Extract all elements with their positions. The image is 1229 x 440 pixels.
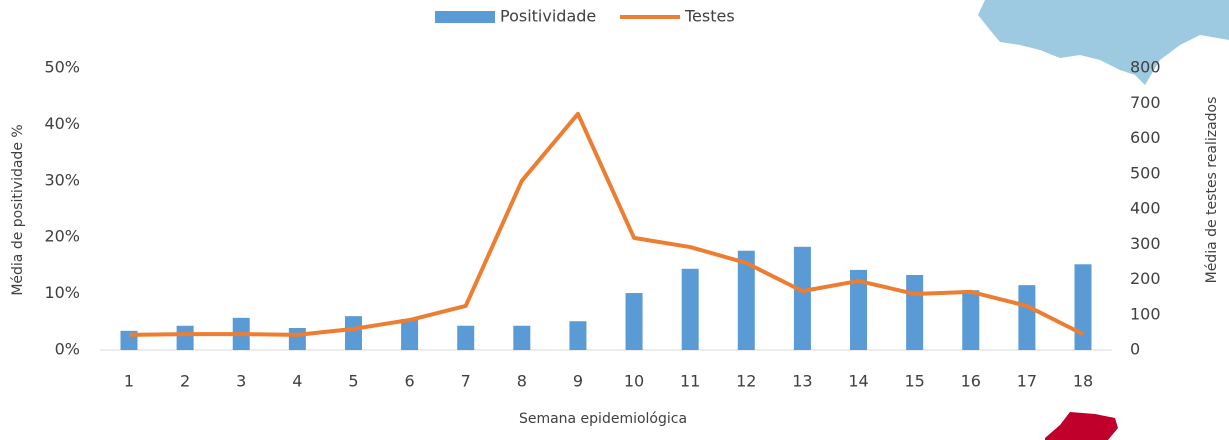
- bar: [962, 290, 980, 350]
- y-tick-label: 40%: [44, 114, 80, 133]
- x-tick-label: 11: [680, 372, 700, 391]
- x-tick-label: 2: [180, 372, 190, 391]
- x-tick-label: 14: [848, 372, 868, 391]
- bar: [906, 274, 924, 350]
- map-shape: [1045, 412, 1118, 440]
- bar: [681, 268, 699, 350]
- x-tick-label: 17: [1017, 372, 1037, 391]
- bar: [288, 328, 306, 350]
- bar: [401, 318, 419, 350]
- bar: [625, 293, 643, 350]
- bar: [793, 246, 811, 350]
- line: [128, 111, 1084, 337]
- y2-tick-label: 400: [1130, 199, 1161, 218]
- x-tick-label: 6: [404, 372, 414, 391]
- x-tick-label: 10: [624, 372, 644, 391]
- y2-tick-label: 800: [1130, 58, 1161, 77]
- y2-tick-label: 500: [1130, 163, 1161, 182]
- bar: [176, 325, 194, 350]
- y2-tick-label: 0: [1130, 340, 1140, 359]
- legend-swatch: [435, 11, 495, 23]
- y2-tick-label: 600: [1130, 128, 1161, 147]
- legend-label: Positividade: [500, 7, 596, 26]
- bar: [344, 316, 362, 350]
- x-tick-label: 9: [573, 372, 583, 391]
- y2-axis-title: Média de testes realizados: [1204, 97, 1220, 284]
- y-tick-label: 0%: [55, 340, 80, 359]
- bar: [457, 325, 475, 350]
- x-tick-label: 13: [792, 372, 812, 391]
- x-tick-label: 16: [961, 372, 981, 391]
- y-axis-title: Média de positividade %: [10, 124, 26, 295]
- x-tick-label: 8: [517, 372, 527, 391]
- x-tick-label: 18: [1073, 372, 1093, 391]
- x-tick-label: 4: [292, 372, 302, 391]
- bar: [513, 325, 531, 350]
- bar: [569, 321, 587, 350]
- x-axis-title: Semana epidemiológica: [519, 411, 687, 427]
- y-tick-label: 50%: [44, 58, 80, 77]
- x-tick-label: 12: [736, 372, 756, 391]
- y2-tick-label: 700: [1130, 93, 1161, 112]
- y2-tick-label: 200: [1130, 269, 1161, 288]
- bar: [737, 250, 755, 350]
- x-tick-label: 5: [348, 372, 358, 391]
- x-tick-label: 3: [236, 372, 246, 391]
- y2-tick-label: 300: [1130, 234, 1161, 253]
- y-tick-label: 30%: [44, 170, 80, 189]
- x-tick-label: 15: [904, 372, 924, 391]
- y-tick-label: 20%: [44, 227, 80, 246]
- map-shape: [978, 0, 1229, 85]
- legend-label: Testes: [684, 7, 735, 26]
- y-tick-label: 10%: [44, 283, 80, 302]
- bar: [850, 269, 868, 350]
- bar: [1074, 264, 1092, 350]
- x-tick-label: 7: [461, 372, 471, 391]
- y2-tick-label: 100: [1130, 304, 1161, 323]
- bar: [1018, 285, 1036, 350]
- x-tick-label: 1: [124, 372, 134, 391]
